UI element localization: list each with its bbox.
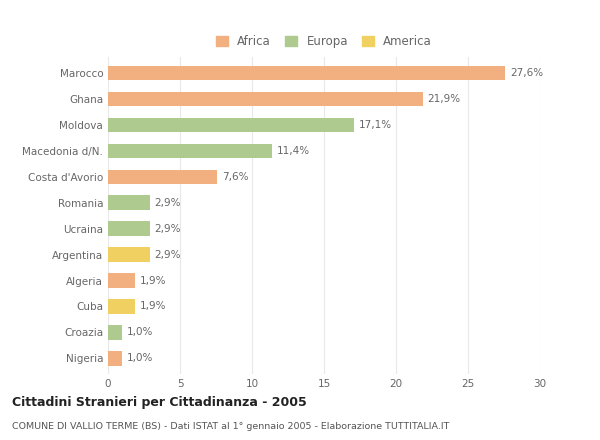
Text: 21,9%: 21,9%	[428, 94, 461, 104]
Bar	[108, 92, 424, 106]
Text: 2,9%: 2,9%	[154, 224, 181, 234]
Bar	[108, 351, 122, 366]
Bar	[108, 169, 217, 184]
Bar	[108, 195, 150, 210]
Bar	[108, 66, 505, 80]
Text: 2,9%: 2,9%	[154, 198, 181, 208]
Text: 2,9%: 2,9%	[154, 249, 181, 260]
Text: 1,0%: 1,0%	[127, 327, 153, 337]
Text: 1,9%: 1,9%	[140, 275, 166, 286]
Text: 1,0%: 1,0%	[127, 353, 153, 363]
Bar	[108, 221, 150, 236]
Bar	[108, 143, 272, 158]
Bar	[108, 325, 122, 340]
Bar	[108, 273, 136, 288]
Bar	[108, 299, 136, 314]
Text: 27,6%: 27,6%	[510, 68, 543, 78]
Text: Cittadini Stranieri per Cittadinanza - 2005: Cittadini Stranieri per Cittadinanza - 2…	[12, 396, 307, 409]
Text: COMUNE DI VALLIO TERME (BS) - Dati ISTAT al 1° gennaio 2005 - Elaborazione TUTTI: COMUNE DI VALLIO TERME (BS) - Dati ISTAT…	[12, 422, 449, 431]
Text: 17,1%: 17,1%	[359, 120, 392, 130]
Text: 7,6%: 7,6%	[222, 172, 248, 182]
Legend: Africa, Europa, America: Africa, Europa, America	[212, 31, 436, 51]
Text: 1,9%: 1,9%	[140, 301, 166, 312]
Bar	[108, 117, 354, 132]
Text: 11,4%: 11,4%	[277, 146, 310, 156]
Bar	[108, 247, 150, 262]
